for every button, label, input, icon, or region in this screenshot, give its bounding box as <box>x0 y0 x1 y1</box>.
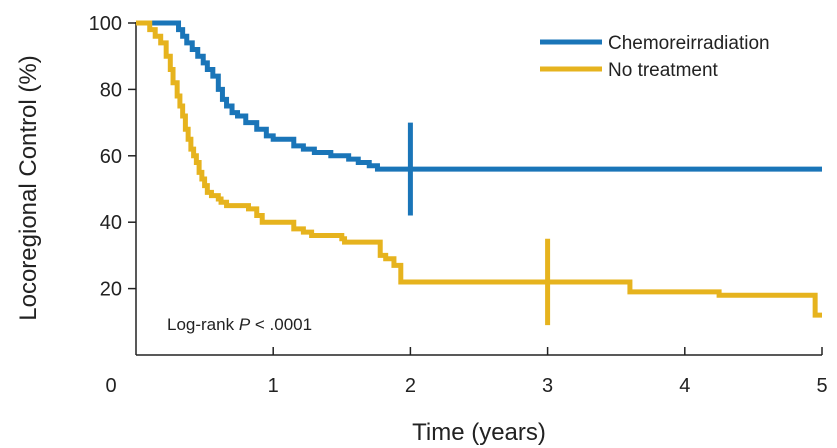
x-axis-title: Time (years) <box>412 419 546 446</box>
series-layer <box>136 20 822 326</box>
y-tick-label-60: 60 <box>100 146 122 168</box>
x-tick-label-0: 0 <box>105 375 116 397</box>
x-tick-label-1: 1 <box>268 375 279 397</box>
x-ticks: 0 1 2 3 4 5 <box>105 347 828 397</box>
plot-area: 20 40 60 80 100 0 1 2 3 4 5 <box>89 13 828 397</box>
x-tick-label-3: 3 <box>542 375 553 397</box>
y-axis-title: Locoregional Control (%) <box>15 55 42 320</box>
x-tick-label-4: 4 <box>679 375 690 397</box>
y-tick-label-20: 20 <box>100 279 122 301</box>
series-line-chemoreirradiation <box>136 20 822 172</box>
annotation-prefix: Log-rank <box>167 315 239 334</box>
y-tick-label-100: 100 <box>89 13 122 35</box>
logrank-annotation: Log-rank P < .0001 <box>167 315 312 334</box>
x-tick-label-5: 5 <box>816 375 827 397</box>
series-line-no-treatment <box>136 20 822 318</box>
legend-label-chemoreirradiation: Chemoreirradiation <box>608 33 770 54</box>
annotation-p-symbol: P <box>239 315 251 334</box>
y-tick-label-80: 80 <box>100 79 122 101</box>
y-ticks: 20 40 60 80 100 <box>89 13 136 301</box>
legend-label-no-treatment: No treatment <box>608 60 719 81</box>
y-tick-label-40: 40 <box>100 212 122 234</box>
x-tick-label-2: 2 <box>405 375 416 397</box>
legend: Chemoreirradiation No treatment <box>540 33 770 81</box>
annotation-suffix: < .0001 <box>250 315 312 334</box>
